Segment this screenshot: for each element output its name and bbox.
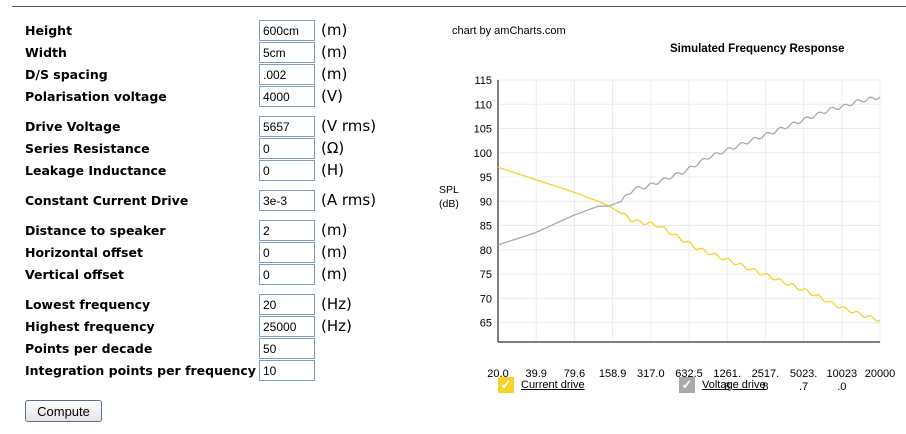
legend-label-voltage-drive[interactable]: Voltage drive: [702, 379, 766, 391]
legend-label-current-drive[interactable]: Current drive: [521, 379, 585, 391]
y-tick-label: 115: [474, 75, 492, 87]
x-tick-label: 5023. .7: [790, 368, 818, 393]
y-tick-label: 105: [474, 124, 492, 136]
legend-item-voltage-drive[interactable]: ✓ Voltage drive: [679, 377, 789, 395]
y-tick-label: 65: [480, 318, 492, 330]
y-tick-label: 110: [474, 99, 492, 111]
y-tick-label: 100: [474, 148, 492, 160]
x-tick-label: 317.0: [637, 368, 665, 380]
checkbox-current-drive-icon[interactable]: ✓: [498, 377, 514, 393]
y-tick-label: 80: [480, 245, 492, 257]
x-tick-label: 20000: [865, 368, 896, 380]
y-tick-label: 70: [480, 293, 492, 305]
legend-item-current-drive[interactable]: ✓ Current drive: [498, 377, 608, 395]
y-tick-label: 90: [480, 196, 492, 208]
y-tick-label: 85: [480, 221, 492, 233]
checkbox-voltage-drive-icon[interactable]: ✓: [679, 377, 695, 393]
x-tick-label: 10023.0: [827, 368, 858, 393]
y-tick-label: 95: [480, 172, 492, 184]
y-tick-label: 75: [480, 269, 492, 281]
